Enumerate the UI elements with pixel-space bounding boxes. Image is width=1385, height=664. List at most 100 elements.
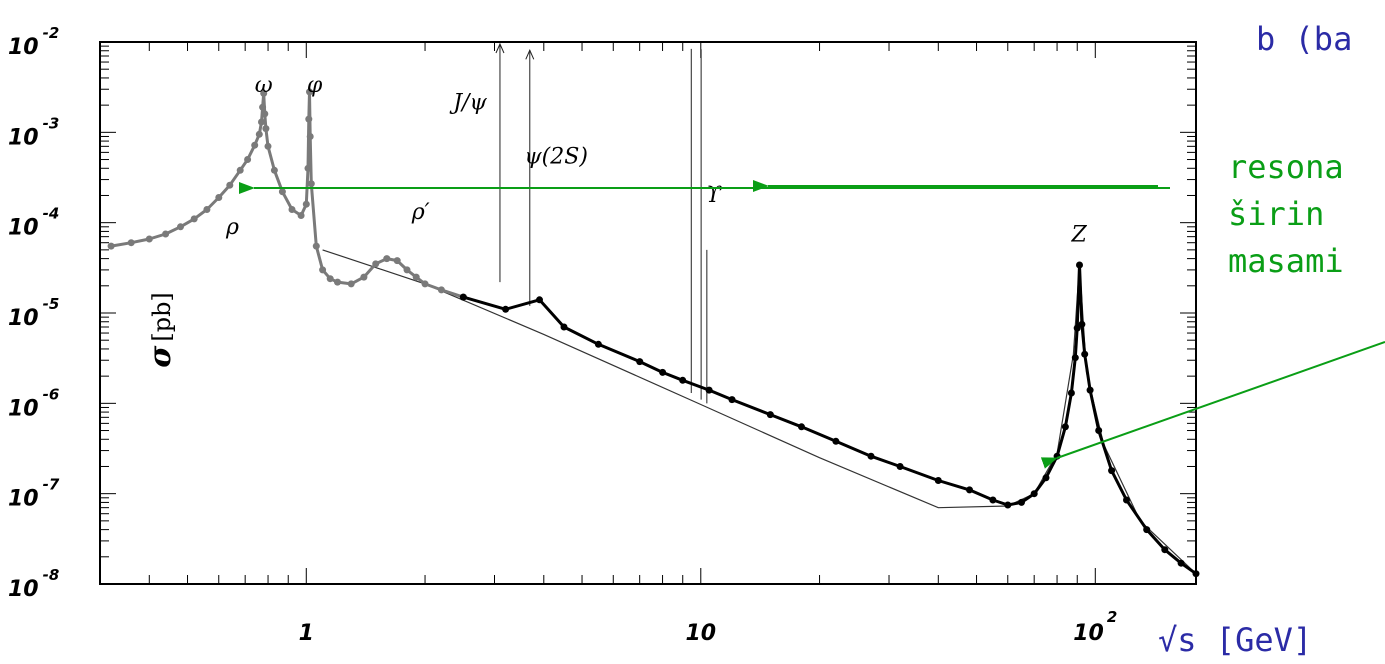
y-tick-label: 10-8 [8,566,59,602]
data-point [307,180,315,188]
y-axis-label: σ [pb] [143,292,178,368]
peak-label: φ [307,73,323,98]
data-point [560,323,568,331]
data-point [302,200,310,208]
data-point [251,141,259,149]
y-tick-label: 10-6 [8,385,59,421]
data-point [1030,490,1038,498]
data-point [1086,386,1094,394]
data-point [867,452,875,460]
data-point [832,437,840,445]
data-point [1123,496,1130,504]
y-tick-label: 10-5 [8,295,59,331]
data-point [203,206,211,213]
annotation-resonance-3: masami [1228,242,1344,280]
data-point [728,396,736,404]
minor-ticks [99,42,1196,585]
x-axis-label: √s [GeV] [1158,621,1312,659]
data-point [1108,467,1116,475]
data-point [659,368,667,376]
x-tick-label: 102 [1073,608,1117,646]
data-point [934,477,942,484]
data-point [1042,474,1050,482]
data-point [162,230,170,238]
data-point [1076,261,1083,269]
annotation-resonance-1: resona [1228,148,1344,186]
data-point [334,278,341,286]
data-point [1081,350,1089,358]
data-point [896,463,904,470]
data-point [306,133,314,140]
data-point [437,286,445,294]
peak-label: ω [255,73,273,98]
resonance-spikes [495,42,708,404]
peak-label: ρ [225,215,239,240]
data-point [270,166,278,174]
data-point [1061,423,1069,431]
data-point [1143,526,1151,534]
peak-label: J/ψ [449,90,487,115]
data-point [127,239,135,247]
data-point [412,273,420,281]
data-point [297,212,305,219]
data-point [107,242,115,250]
y-tick-label: 10-4 [8,205,59,241]
data-point [1004,501,1012,509]
data-point [326,275,334,283]
data-point [1073,324,1081,332]
data-point [1078,320,1086,328]
data-point [236,166,244,174]
data-point [262,125,270,133]
data-point [383,255,391,263]
data-point [278,188,286,196]
spike-arrowhead [525,49,535,60]
data-point [264,142,272,150]
series-line-low-energy [110,90,464,299]
data-point [1018,498,1025,506]
data-point [288,206,296,213]
data-point [244,156,252,163]
peak-label: ψ(2S) [524,145,588,170]
data-point [259,103,267,111]
data-point [989,496,997,504]
annotation-resonance-2: širin [1228,195,1324,233]
data-point [312,242,320,250]
y-tick-labels: 10-2 10-3 10-4 10-5 10-6 10-7 10-8 [8,24,60,602]
peak-label: ρ′ [411,200,430,225]
data-point [372,260,380,268]
data-point [347,280,355,288]
data-point [260,89,268,97]
data-point [766,411,774,419]
data-point [258,118,265,126]
y-axis-unit: [pb] [148,292,176,341]
series-line-continuum [462,263,1197,575]
y-axis-symbol: σ [143,345,178,368]
data-point [304,164,312,172]
data-point [594,340,602,348]
data-point [536,296,543,304]
data-point [1177,559,1185,567]
data-point [966,486,973,494]
svg-text:σ [pb]: σ [pb] [143,292,178,368]
data-point [319,266,327,274]
peak-label: ϒ [706,183,722,208]
data-point [798,423,805,431]
y-tick-label: 10-2 [8,24,59,60]
data-point [636,358,644,366]
data-point [1067,389,1075,397]
y-tick-label: 10-3 [8,114,59,150]
data-point [190,215,198,223]
x-tick-label: 1 [299,621,314,646]
data-point [305,115,313,123]
data-point [1095,427,1103,434]
annotation-line-b: b (ba [1256,20,1352,58]
data-point [421,280,429,288]
peak-labels: ω φ J/ψ ψ(2S) ϒρ ρ′ Z [225,73,1087,247]
data-point [261,110,269,118]
data-point [679,376,687,384]
data-point [403,266,411,274]
arrow-to-z [1040,341,1385,469]
data-point [145,235,153,243]
data-point [705,386,713,394]
